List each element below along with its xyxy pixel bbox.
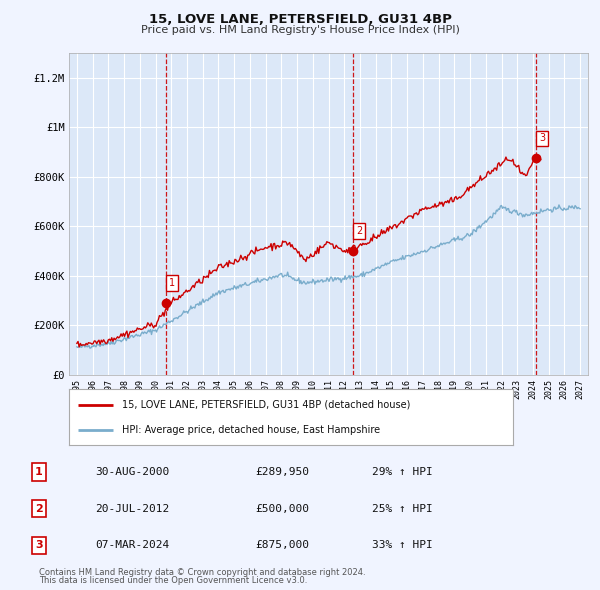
Text: Price paid vs. HM Land Registry's House Price Index (HPI): Price paid vs. HM Land Registry's House … <box>140 25 460 35</box>
Text: 1: 1 <box>169 278 175 288</box>
Text: 15, LOVE LANE, PETERSFIELD, GU31 4BP (detached house): 15, LOVE LANE, PETERSFIELD, GU31 4BP (de… <box>122 399 410 409</box>
Text: 2: 2 <box>35 504 43 513</box>
Text: Contains HM Land Registry data © Crown copyright and database right 2024.: Contains HM Land Registry data © Crown c… <box>39 568 365 577</box>
Text: 3: 3 <box>35 540 43 550</box>
Text: 1: 1 <box>35 467 43 477</box>
Text: HPI: Average price, detached house, East Hampshire: HPI: Average price, detached house, East… <box>122 425 380 435</box>
Text: £289,950: £289,950 <box>255 467 309 477</box>
Text: 30-AUG-2000: 30-AUG-2000 <box>95 467 169 477</box>
Text: 07-MAR-2024: 07-MAR-2024 <box>95 540 169 550</box>
Text: This data is licensed under the Open Government Licence v3.0.: This data is licensed under the Open Gov… <box>39 576 307 585</box>
Text: 20-JUL-2012: 20-JUL-2012 <box>95 504 169 513</box>
Text: 3: 3 <box>539 133 545 143</box>
Text: 2: 2 <box>356 226 362 236</box>
Text: 25% ↑ HPI: 25% ↑ HPI <box>371 504 433 513</box>
Text: 15, LOVE LANE, PETERSFIELD, GU31 4BP: 15, LOVE LANE, PETERSFIELD, GU31 4BP <box>149 13 451 26</box>
Text: 29% ↑ HPI: 29% ↑ HPI <box>371 467 433 477</box>
Text: £500,000: £500,000 <box>255 504 309 513</box>
Text: 33% ↑ HPI: 33% ↑ HPI <box>371 540 433 550</box>
Text: £875,000: £875,000 <box>255 540 309 550</box>
